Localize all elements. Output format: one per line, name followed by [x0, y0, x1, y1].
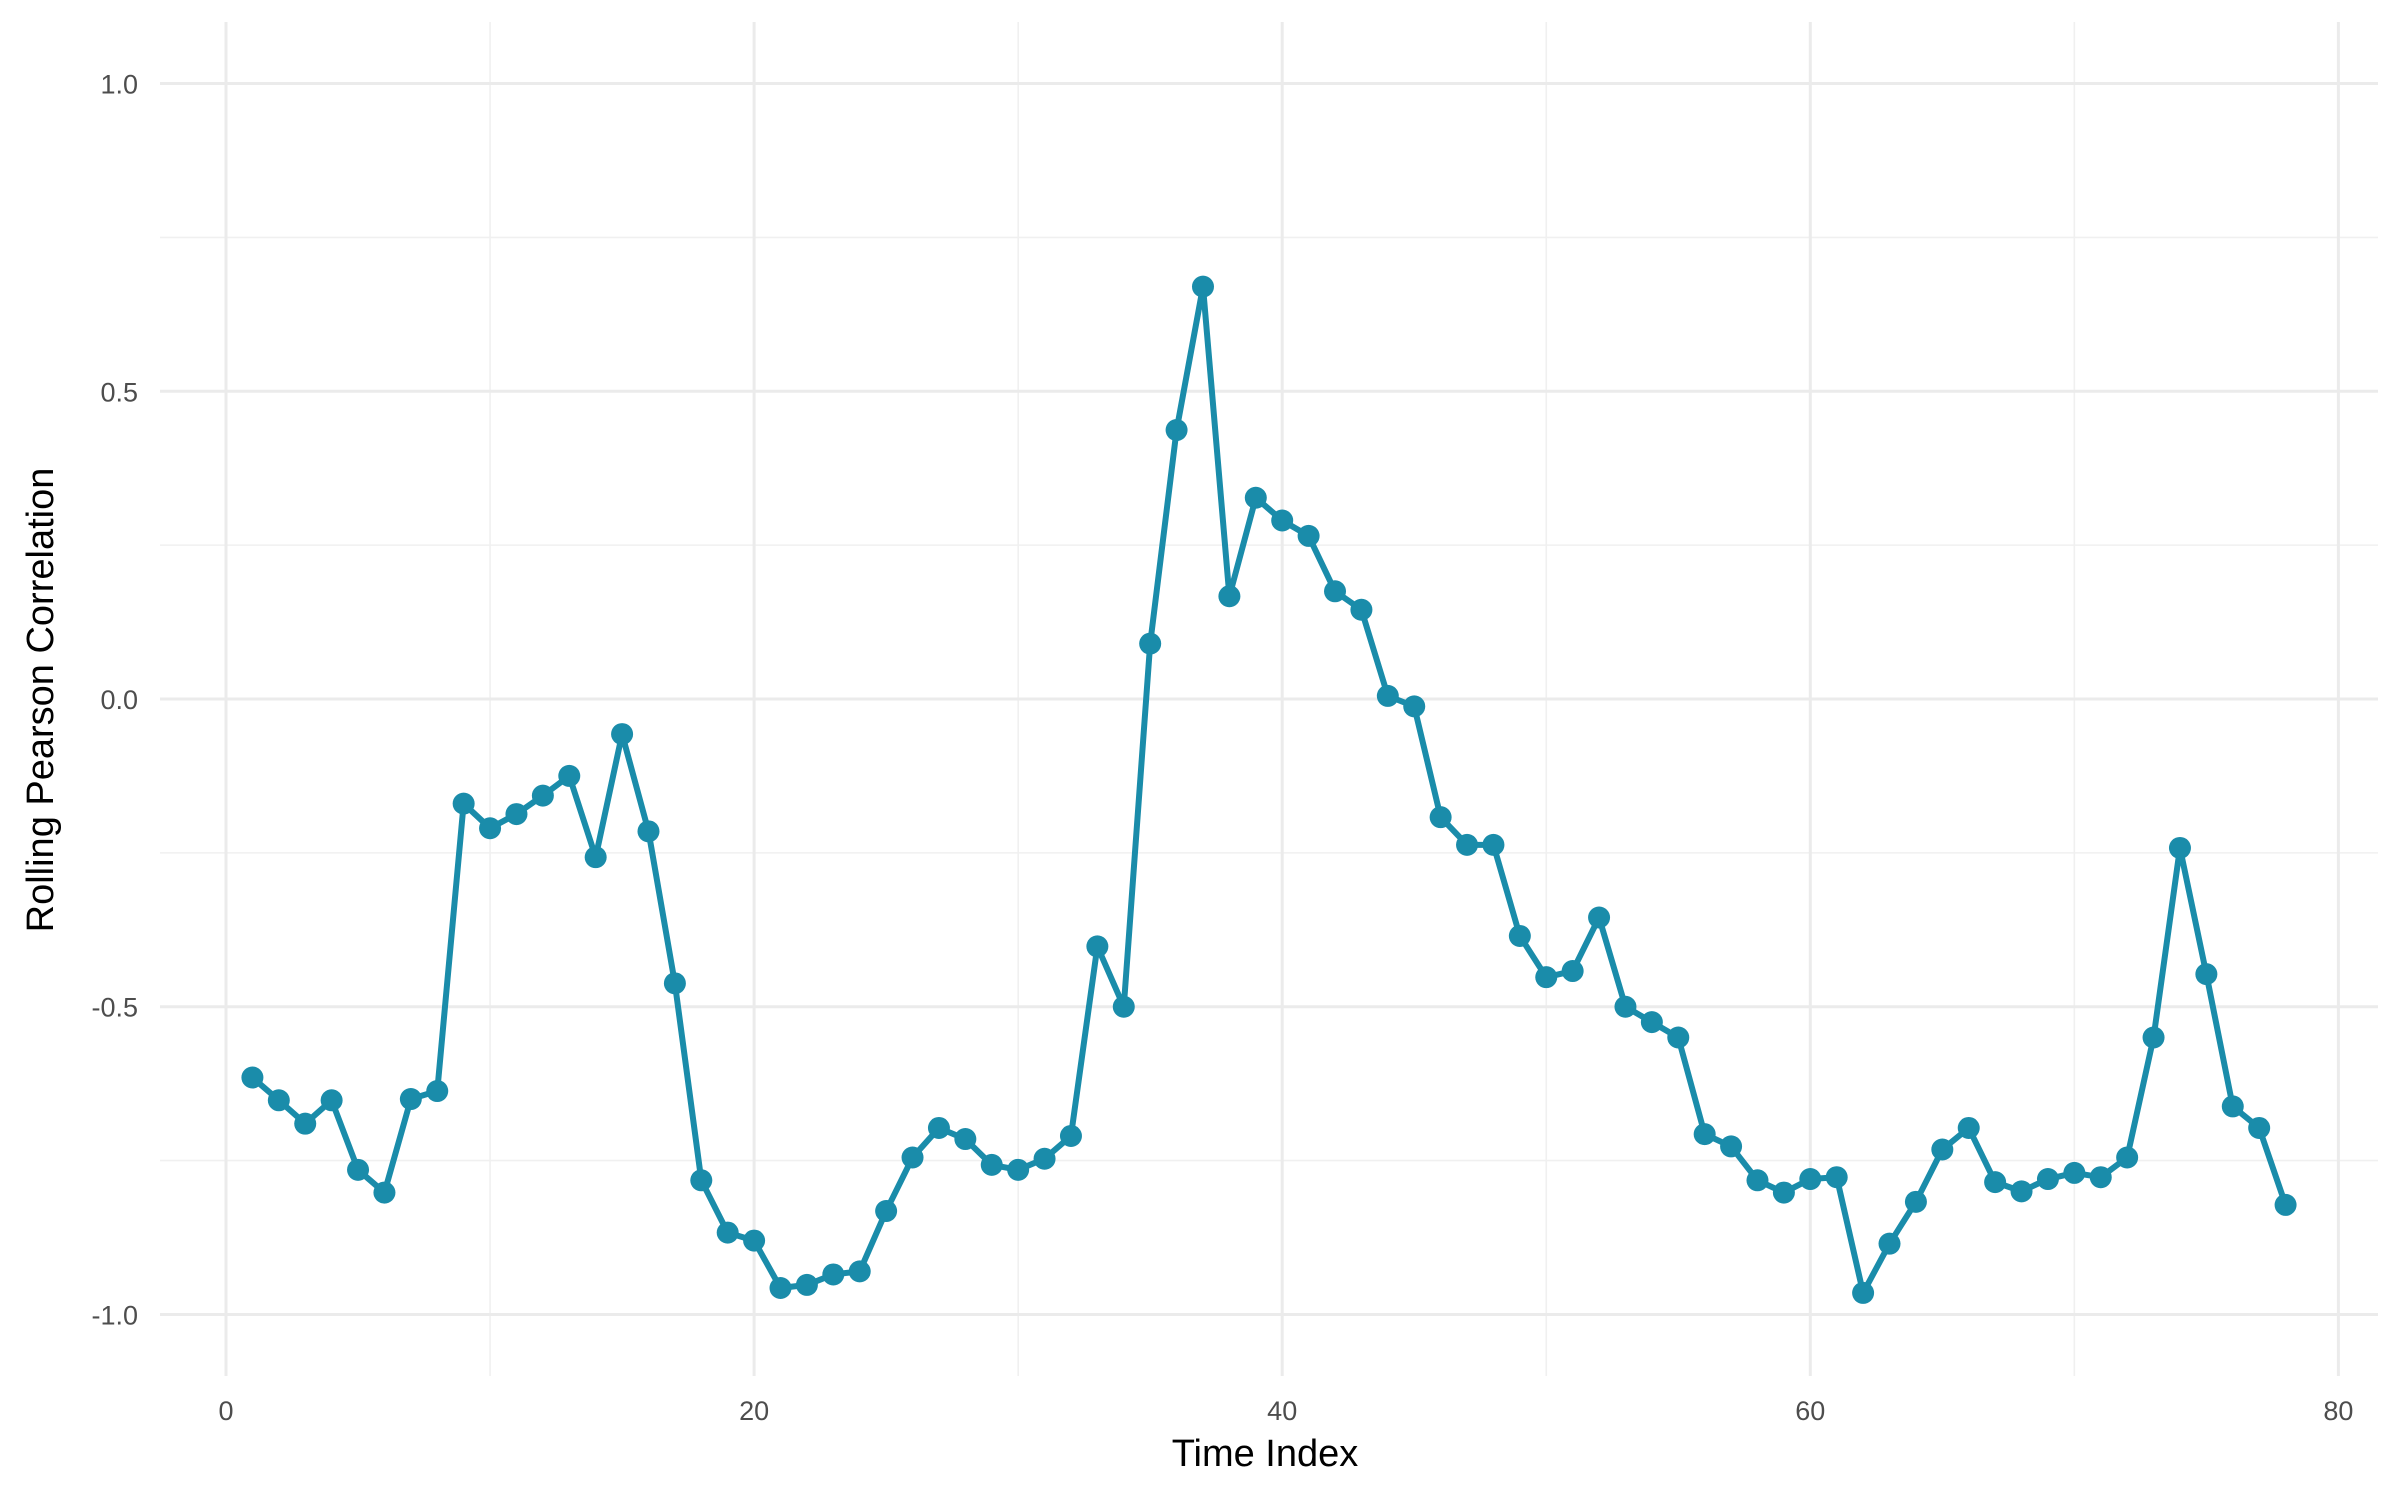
data-point	[1297, 524, 1320, 547]
data-point	[2168, 836, 2191, 859]
data-point	[1588, 906, 1611, 929]
data-point	[1825, 1166, 1848, 1189]
x-tick-label: 40	[1267, 1396, 1297, 1426]
data-point	[611, 723, 634, 746]
data-point	[1429, 806, 1452, 829]
data-point	[2248, 1116, 2271, 1139]
data-point	[584, 846, 607, 869]
y-axis-tick-labels: -1.0 -0.5 0.0 0.5 1.0	[91, 70, 138, 1331]
data-point	[637, 820, 660, 843]
data-point	[2089, 1166, 2112, 1189]
data-point	[1112, 995, 1135, 1018]
data-point	[347, 1158, 370, 1181]
y-tick-label: 0.0	[100, 685, 138, 715]
y-tick-label: -0.5	[91, 993, 138, 1023]
data-point	[426, 1080, 449, 1103]
data-point	[690, 1169, 713, 1192]
x-tick-label: 80	[2323, 1396, 2353, 1426]
data-point	[1720, 1135, 1743, 1158]
x-axis-title: Time Index	[1172, 1433, 1359, 1475]
data-point	[795, 1273, 818, 1296]
data-point	[1376, 684, 1399, 707]
y-tick-label: 0.5	[100, 377, 138, 407]
data-point	[1139, 632, 1162, 655]
data-point	[2274, 1193, 2297, 1216]
data-point	[848, 1260, 871, 1283]
data-point	[2036, 1168, 2059, 1191]
data-point	[1324, 580, 1347, 603]
y-tick-label: 1.0	[100, 70, 138, 100]
y-axis-title: Rolling Pearson Correlation	[20, 468, 62, 933]
data-point	[531, 784, 554, 807]
data-point	[716, 1221, 739, 1244]
data-point	[1271, 509, 1294, 532]
data-point	[1878, 1232, 1901, 1255]
data-point	[875, 1200, 898, 1223]
data-point	[1772, 1181, 1795, 1204]
data-point	[954, 1128, 977, 1151]
data-point	[1746, 1169, 1769, 1192]
data-point	[1614, 995, 1637, 1018]
data-point	[1931, 1138, 1954, 1161]
data-point	[2142, 1026, 2165, 1049]
data-point	[2063, 1161, 2086, 1184]
data-point	[1640, 1011, 1663, 1034]
data-point	[1957, 1116, 1980, 1139]
data-point	[2195, 963, 2218, 986]
x-tick-label: 20	[739, 1396, 769, 1426]
data-point	[505, 803, 528, 826]
data-point	[2221, 1095, 2244, 1118]
data-point	[2010, 1180, 2033, 1203]
data-point	[294, 1112, 317, 1135]
data-point	[479, 817, 502, 840]
data-point	[1244, 486, 1267, 509]
data-point	[1984, 1171, 2007, 1194]
series-group	[241, 275, 2297, 1304]
y-tick-label: -1.0	[91, 1300, 138, 1330]
data-point	[901, 1146, 924, 1169]
data-point	[1033, 1147, 1056, 1170]
data-point	[1403, 695, 1426, 718]
data-point	[1799, 1168, 1822, 1191]
data-point	[1535, 966, 1558, 989]
data-point	[1191, 275, 1214, 298]
data-point	[1693, 1123, 1716, 1146]
data-point	[663, 972, 686, 995]
data-point	[769, 1276, 792, 1299]
x-tick-label: 60	[1795, 1396, 1825, 1426]
data-point	[373, 1181, 396, 1204]
data-point	[1904, 1190, 1927, 1213]
data-point	[743, 1229, 766, 1252]
data-point	[1667, 1026, 1690, 1049]
data-point	[558, 764, 581, 787]
data-point	[927, 1116, 950, 1139]
data-point	[2116, 1146, 2139, 1169]
data-point	[452, 792, 475, 815]
data-point	[399, 1088, 422, 1111]
data-point	[1218, 585, 1241, 608]
data-point	[822, 1263, 845, 1286]
data-point	[1482, 833, 1505, 856]
data-point	[241, 1066, 264, 1089]
data-point	[1852, 1281, 1875, 1304]
data-point	[980, 1153, 1003, 1176]
data-point	[1508, 924, 1531, 947]
data-point	[1165, 419, 1188, 442]
x-axis-tick-labels: 0 20 40 60 80	[218, 1396, 2353, 1426]
data-point	[320, 1089, 343, 1112]
data-point	[1007, 1158, 1030, 1181]
minor-gridlines	[160, 22, 2378, 1376]
data-point	[1059, 1124, 1082, 1147]
major-gridlines	[160, 22, 2378, 1376]
data-point	[1456, 833, 1479, 856]
data-point	[1350, 598, 1373, 621]
data-point	[267, 1089, 290, 1112]
data-point	[1561, 960, 1584, 983]
data-point	[1086, 935, 1109, 958]
x-tick-label: 0	[218, 1396, 233, 1426]
